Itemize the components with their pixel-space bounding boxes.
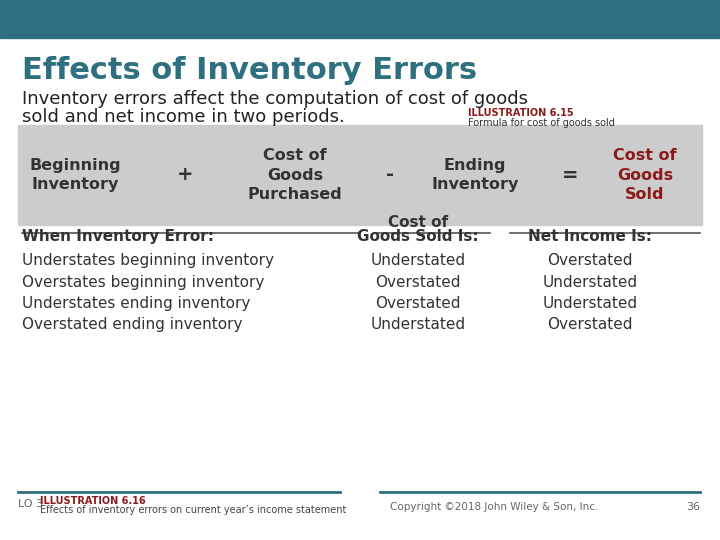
Text: 36: 36 (686, 502, 700, 512)
Text: Cost of
Goods
Sold: Cost of Goods Sold (613, 148, 677, 202)
Text: Beginning
Inventory: Beginning Inventory (30, 158, 121, 192)
Text: Understates beginning inventory: Understates beginning inventory (22, 253, 274, 268)
Text: Formula for cost of goods sold: Formula for cost of goods sold (468, 118, 615, 128)
Text: Ending
Inventory: Ending Inventory (431, 158, 518, 192)
Text: +: + (176, 165, 193, 185)
Text: Overstated ending inventory: Overstated ending inventory (22, 317, 243, 332)
Text: Overstated: Overstated (547, 253, 633, 268)
Text: Understates ending inventory: Understates ending inventory (22, 296, 251, 311)
Text: Effects of Inventory Errors: Effects of Inventory Errors (22, 56, 477, 85)
Text: -: - (386, 165, 394, 185)
Text: =: = (562, 165, 578, 185)
Text: ILLUSTRATION 6.16: ILLUSTRATION 6.16 (40, 496, 145, 506)
Text: Effects of inventory errors on current year’s income statement: Effects of inventory errors on current y… (40, 505, 346, 515)
Text: Overstated: Overstated (375, 296, 461, 311)
Text: Understated: Understated (542, 296, 638, 311)
Bar (18, 125, 702, 225)
Text: Understated: Understated (370, 317, 466, 332)
Text: Cost of: Cost of (388, 215, 448, 230)
Text: Inventory errors affect the computation of cost of goods: Inventory errors affect the computation … (22, 90, 528, 108)
Text: ILLUSTRATION 6.15: ILLUSTRATION 6.15 (468, 108, 574, 118)
Text: Overstated: Overstated (375, 275, 461, 290)
Text: When Inventory Error:: When Inventory Error: (22, 229, 214, 244)
Text: Copyright ©2018 John Wiley & Son, Inc.: Copyright ©2018 John Wiley & Son, Inc. (390, 502, 598, 512)
Text: Overstates beginning inventory: Overstates beginning inventory (22, 275, 264, 290)
Text: sold and net income in two periods.: sold and net income in two periods. (22, 108, 345, 126)
Text: Net Income Is:: Net Income Is: (528, 229, 652, 244)
Text: Overstated: Overstated (547, 317, 633, 332)
Text: LO 3: LO 3 (18, 499, 43, 509)
Bar (0, 0, 720, 38)
Text: Understated: Understated (542, 275, 638, 290)
Text: Understated: Understated (370, 253, 466, 268)
Text: Cost of
Goods
Purchased: Cost of Goods Purchased (248, 148, 343, 202)
Text: Goods Sold Is:: Goods Sold Is: (357, 229, 479, 244)
